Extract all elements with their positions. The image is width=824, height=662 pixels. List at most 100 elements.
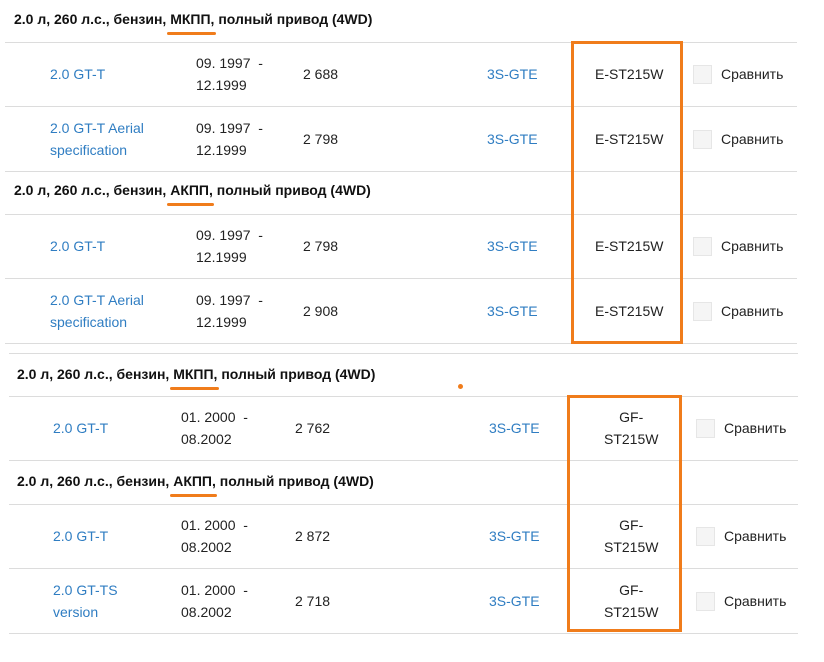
group-header: 2.0 л, 260 л.с., бензин, МКПП, полный пр… [14,11,372,27]
highlight-underline [167,32,216,35]
compare-checkbox[interactable] [693,64,712,84]
compare-label: Сравнить [724,420,787,436]
trim-name-line: 2.0 GT-TS [53,582,118,598]
header-spec-text: 2.0 л, 260 л.с., бензин, [14,182,171,198]
weight-value: 2 798 [303,238,339,254]
body-code: GF- ST215W [604,514,658,558]
row-divider [9,504,798,505]
period-line: 12.1999 [196,77,247,93]
production-period: 09. 1997 - 12.1999 [196,117,263,161]
compare-toggle[interactable]: Сравнить [693,128,783,150]
body-code: GF- ST215W [604,579,658,623]
highlight-underline [170,494,217,497]
compare-label: Сравнить [721,66,784,82]
trim-link[interactable]: 2.0 GT-T Aerial specification [50,289,144,333]
header-spec-text: 2.0 л, 260 л.с., бензин, [17,366,174,382]
body-code: E-ST215W [595,300,663,322]
trim-name-line: specification [50,142,128,158]
weight-value: 2 688 [303,66,339,82]
annotation-dot [458,384,463,389]
compare-toggle[interactable]: Сравнить [696,590,786,612]
compare-label: Сравнить [724,528,787,544]
engine-link[interactable]: 3S-GTE [489,420,540,436]
trim-name-line: 2.0 GT-T [53,420,109,436]
row-divider [5,42,797,43]
engine-link[interactable]: 3S-GTE [489,528,540,544]
trim-link[interactable]: 2.0 GT-TS version [53,579,118,623]
trim-name-line: specification [50,314,128,330]
body-code-line: GF- [619,517,644,533]
row-divider [9,396,798,397]
period-line: 09. 1997 - [196,55,263,71]
trim-name-line: 2.0 GT-T Aerial [50,292,144,308]
highlight-underline [170,387,219,390]
weight-value: 2 908 [303,303,339,319]
period-line: 01. 2000 - [181,409,248,425]
body-code-line: E-ST215W [595,66,664,82]
production-period: 01. 2000 - 08.2002 [181,406,248,450]
trim-link[interactable]: 2.0 GT-T [50,235,105,257]
weight-value: 2 762 [295,420,331,436]
production-period: 09. 1997 - 12.1999 [196,289,263,333]
row-divider [5,171,797,172]
compare-toggle[interactable]: Сравнить [693,235,783,257]
body-code-line: GF- [619,409,644,425]
period-line: 08.2002 [181,539,232,555]
compare-checkbox[interactable] [696,526,715,546]
header-drive-text: , полный привод (4WD) [213,366,376,382]
header-transmission: МКПП [173,366,214,382]
compare-checkbox[interactable] [693,236,712,256]
weight-value: 2 718 [295,593,331,609]
trim-link[interactable]: 2.0 GT-T [53,525,108,547]
period-line: 12.1999 [196,249,247,265]
compare-toggle[interactable]: Сравнить [693,63,783,85]
trim-name-line: 2.0 GT-T Aerial [50,120,144,136]
trim-name-line: 2.0 GT-T [53,528,109,544]
body-code: E-ST215W [595,128,663,150]
body-code-line: E-ST215W [595,131,664,147]
header-drive-text: , полный привод (4WD) [210,11,373,27]
engine-link[interactable]: 3S-GTE [487,131,538,147]
compare-checkbox[interactable] [696,591,715,611]
trim-link[interactable]: 2.0 GT-T [50,63,105,85]
period-line: 01. 2000 - [181,517,248,533]
body-code: E-ST215W [595,235,663,257]
header-drive-text: , полный привод (4WD) [211,473,374,489]
compare-checkbox[interactable] [693,301,712,321]
body-code-line: E-ST215W [595,238,664,254]
row-divider [9,460,798,461]
header-transmission: АКПП [173,473,212,489]
compare-checkbox[interactable] [693,129,712,149]
body-code: E-ST215W [595,63,663,85]
weight-value: 2 872 [295,528,331,544]
compare-label: Сравнить [721,303,784,319]
compare-label: Сравнить [721,131,784,147]
body-code: GF- ST215W [604,406,658,450]
compare-toggle[interactable]: Сравнить [696,417,786,439]
compare-toggle[interactable]: Сравнить [696,525,786,547]
header-transmission: МКПП [170,11,211,27]
row-divider [9,633,798,634]
engine-link[interactable]: 3S-GTE [487,66,538,82]
period-line: 01. 2000 - [181,582,248,598]
production-period: 09. 1997 - 12.1999 [196,52,263,96]
trim-link[interactable]: 2.0 GT-T Aerial specification [50,117,144,161]
row-divider [5,106,797,107]
trim-link[interactable]: 2.0 GT-T [53,417,108,439]
trim-name-line: version [53,604,99,620]
compare-checkbox[interactable] [696,418,715,438]
period-line: 12.1999 [196,142,247,158]
compare-toggle[interactable]: Сравнить [693,300,783,322]
engine-link[interactable]: 3S-GTE [489,593,540,609]
header-spec-text: 2.0 л, 260 л.с., бензин, [17,473,174,489]
body-code-line: E-ST215W [595,303,664,319]
highlight-underline [167,203,214,206]
body-code-line: ST215W [604,604,659,620]
group-header: 2.0 л, 260 л.с., бензин, МКПП, полный пр… [17,366,375,382]
group-header: 2.0 л, 260 л.с., бензин, АКПП, полный пр… [17,473,374,489]
period-line: 09. 1997 - [196,227,263,243]
engine-link[interactable]: 3S-GTE [487,238,538,254]
engine-link[interactable]: 3S-GTE [487,303,538,319]
trim-name-line: 2.0 GT-T [50,238,106,254]
period-line: 08.2002 [181,431,232,447]
